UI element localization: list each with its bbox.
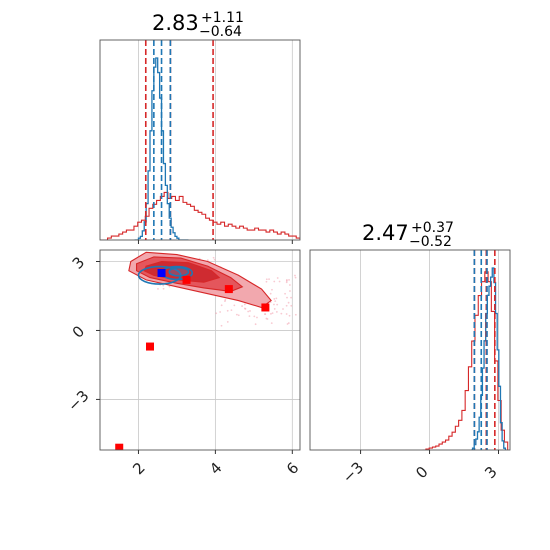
tick-label-x1-2: 6 <box>283 459 302 478</box>
marker-red-2 <box>261 303 270 312</box>
panel-frame <box>309 249 511 451</box>
histogram-param-2 <box>309 249 511 451</box>
tick-label-y-0: 3 <box>69 253 88 272</box>
histogram-param-1 <box>99 39 301 241</box>
tick-label-x2-1: 0 <box>412 463 431 482</box>
marker-red-3 <box>146 342 154 351</box>
tick-label-y-2: −3 <box>64 387 92 415</box>
title-param-2-minus: −0.52 <box>409 234 452 250</box>
hist-blue <box>134 57 189 240</box>
marker-red-0 <box>182 275 191 284</box>
panel-frame <box>99 249 301 451</box>
title-param-2-plus: +0.37 <box>411 220 454 236</box>
hist-red <box>100 191 300 240</box>
contour-blue-2 <box>168 266 190 277</box>
tick-label-x2-0: −3 <box>339 458 367 486</box>
tick-label-x2-2: 3 <box>481 463 500 482</box>
tick-label-y-1: 0 <box>69 322 88 341</box>
tick-label-x1-1: 4 <box>206 459 225 478</box>
title-param-1-minus: −0.64 <box>199 24 242 40</box>
hist-blue <box>470 267 507 450</box>
title-param-1-plus: +1.11 <box>201 10 244 26</box>
tick-label-x1-0: 2 <box>129 459 148 478</box>
title-param-2: 2.47 <box>362 221 409 245</box>
marker-red-4 <box>115 443 124 450</box>
marker-red-1 <box>224 285 233 294</box>
contour-panel <box>99 249 301 451</box>
marker-blue <box>157 268 166 277</box>
title-param-1: 2.83 <box>152 11 199 35</box>
panel-frame <box>99 39 301 241</box>
